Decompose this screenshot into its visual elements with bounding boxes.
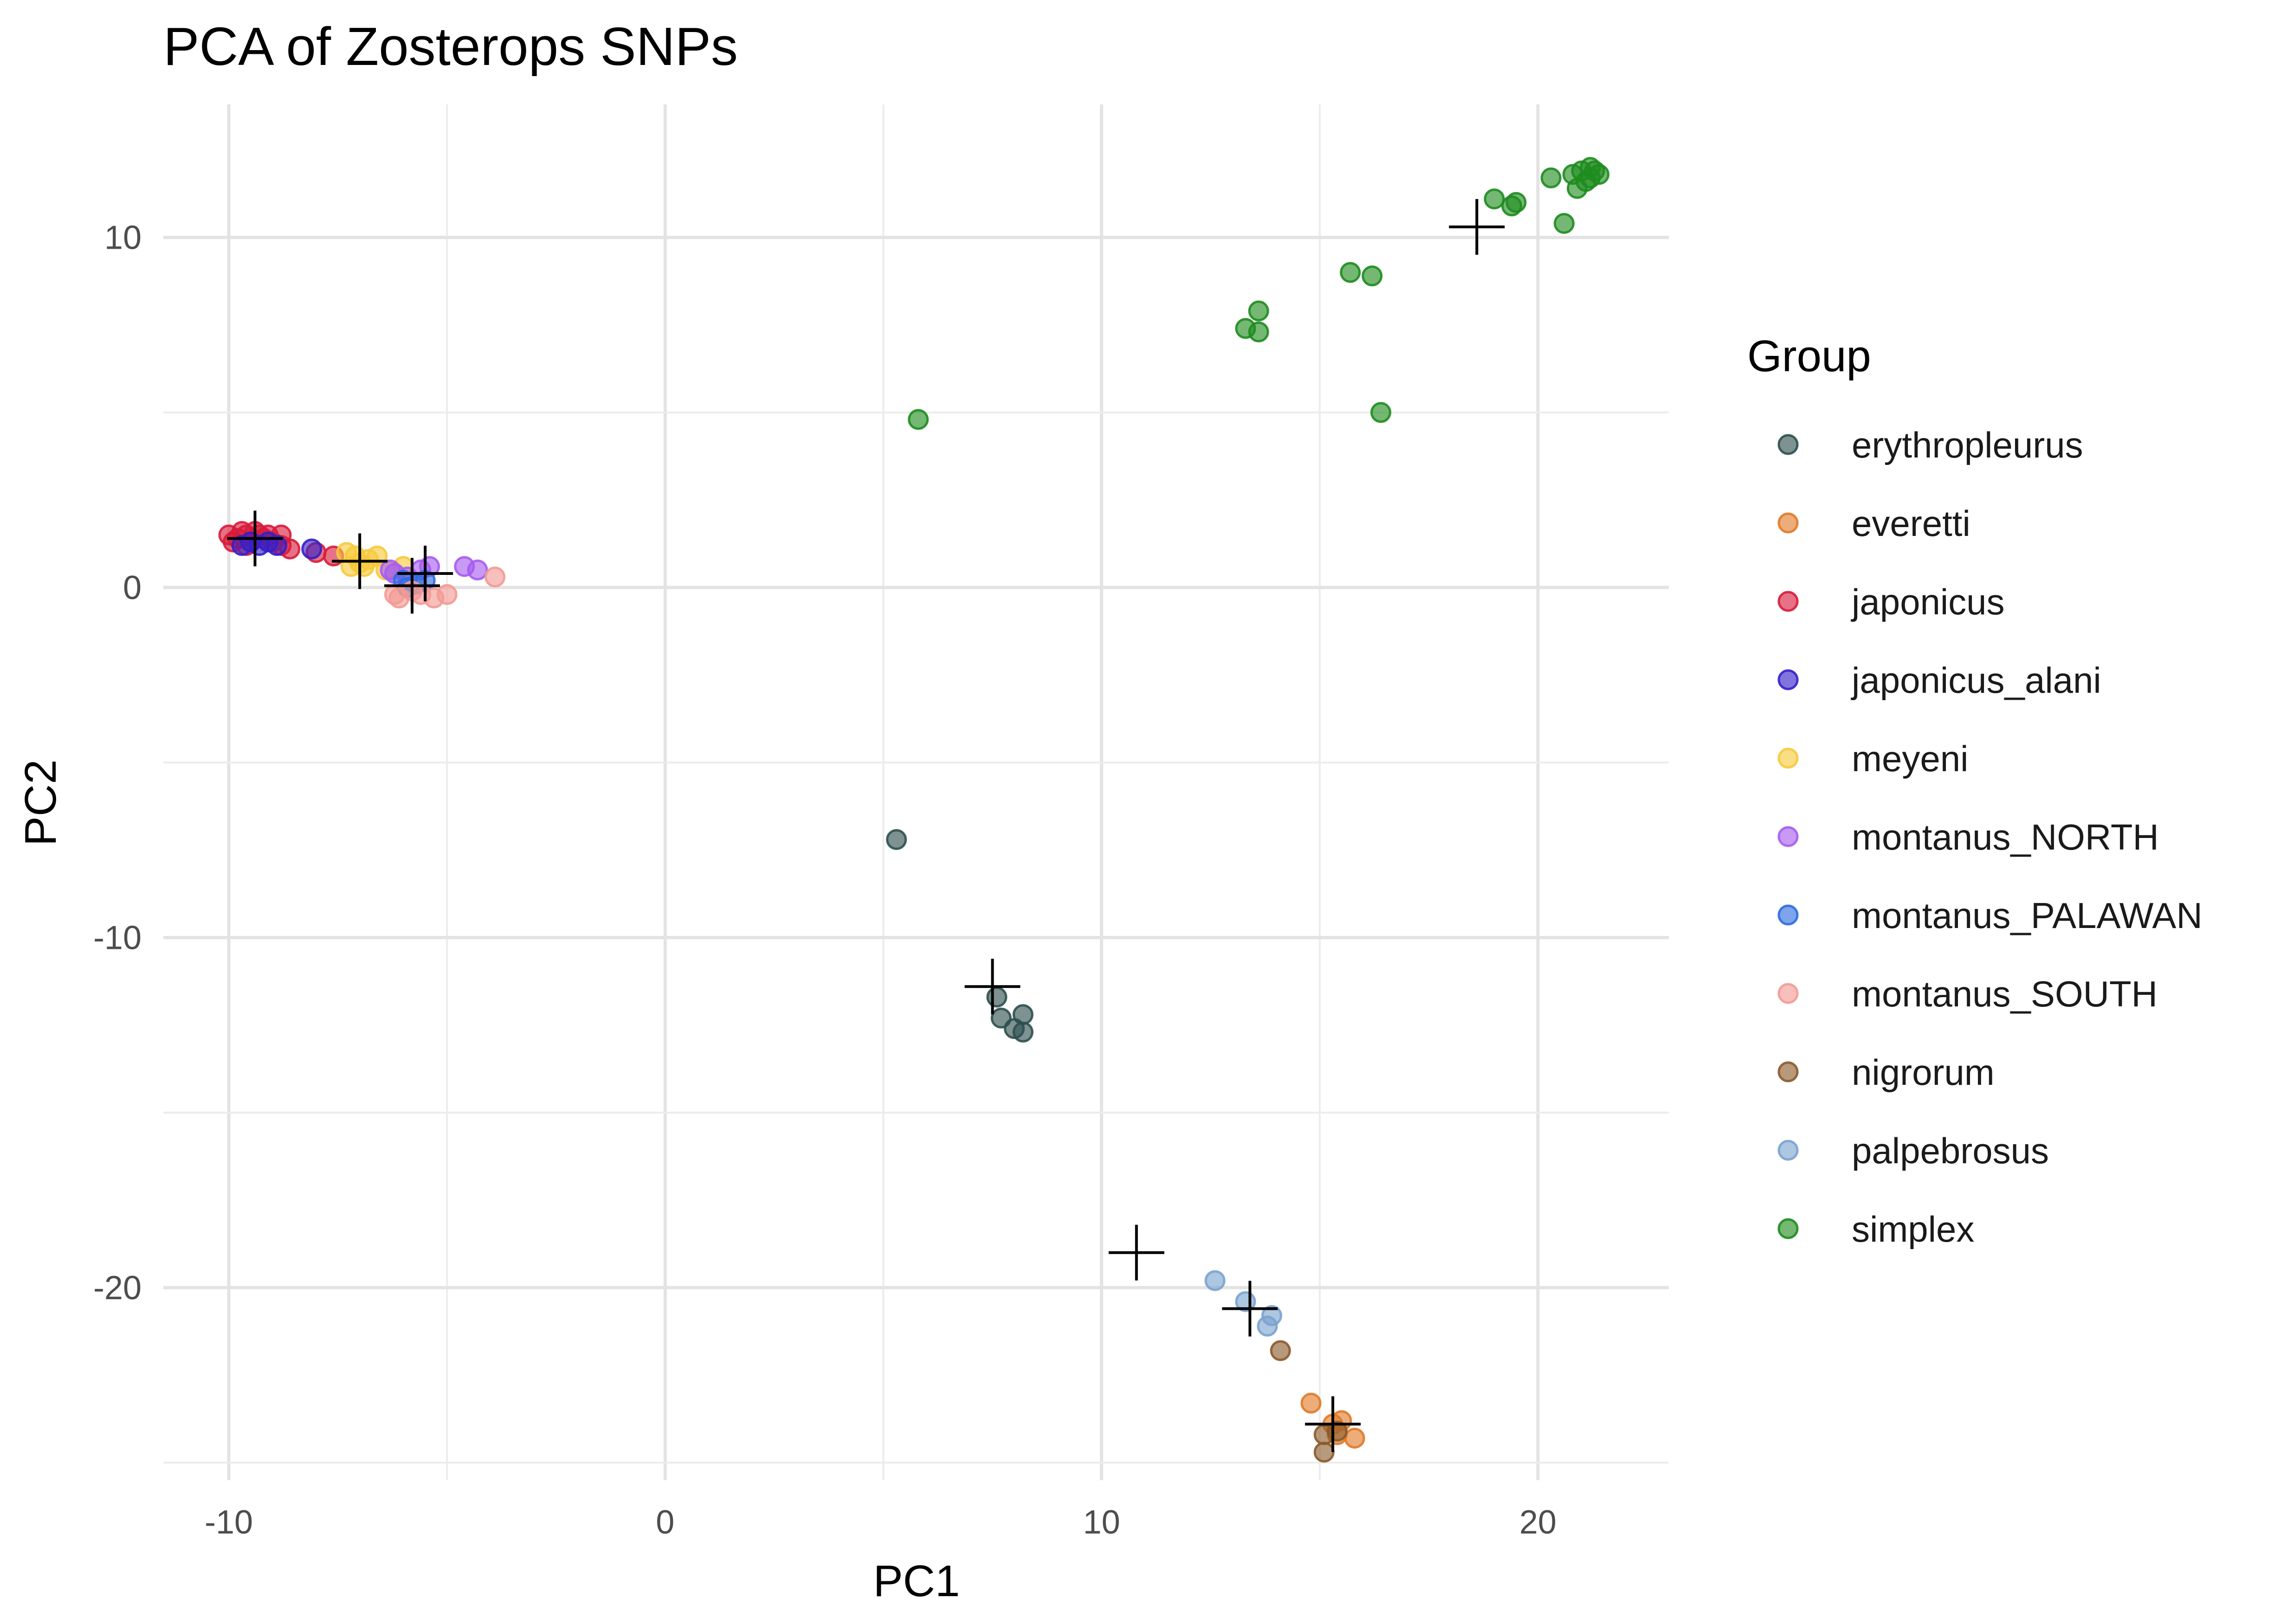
legend-item-montanus_NORTH: montanus_NORTH bbox=[1777, 817, 2159, 857]
series-simplex bbox=[908, 157, 1610, 430]
y-tick-label: -10 bbox=[93, 920, 142, 957]
y-axis-ticks: 10 0 -10 -20 bbox=[93, 219, 142, 1307]
y-axis-title: PC2 bbox=[16, 760, 65, 846]
legend-label: montanus_NORTH bbox=[1852, 817, 2159, 857]
chart-title: PCA of Zosterops SNPs bbox=[163, 16, 738, 77]
x-tick-label: 10 bbox=[1083, 1504, 1120, 1541]
x-axis-title: PC1 bbox=[873, 1556, 960, 1606]
series-japonicus_alani bbox=[231, 531, 323, 560]
data-point bbox=[1553, 213, 1575, 234]
data-point bbox=[1012, 1021, 1034, 1043]
legend: Group erythropleurus everetti japonicus jap… bbox=[1747, 331, 2203, 1250]
x-tick-label: 0 bbox=[656, 1504, 674, 1541]
data-point bbox=[1270, 1340, 1291, 1361]
legend-label: meyeni bbox=[1852, 738, 1968, 779]
centroid-marker bbox=[397, 545, 453, 601]
centroid-marker bbox=[332, 533, 388, 589]
data-point bbox=[436, 584, 458, 605]
legend-label: montanus_SOUTH bbox=[1852, 973, 2158, 1014]
data-point bbox=[301, 538, 323, 560]
y-tick-label: 0 bbox=[123, 569, 142, 606]
data-points bbox=[218, 157, 1610, 1463]
legend-item-palpebrosus: palpebrosus bbox=[1777, 1130, 2049, 1171]
grid-lines bbox=[163, 104, 1669, 1480]
data-point bbox=[1300, 1392, 1322, 1414]
legend-swatch bbox=[1777, 669, 1799, 690]
legend-swatch bbox=[1777, 1061, 1799, 1083]
legend-swatch bbox=[1777, 1218, 1799, 1239]
centroid-marker bbox=[1108, 1224, 1164, 1281]
legend-item-simplex: simplex bbox=[1777, 1209, 1974, 1250]
legend-item-montanus_SOUTH: montanus_SOUTH bbox=[1777, 973, 2158, 1014]
legend-label: palpebrosus bbox=[1852, 1130, 2049, 1171]
legend-item-everetti: everetti bbox=[1777, 503, 1970, 544]
data-point bbox=[1344, 1427, 1365, 1449]
centroid-marker bbox=[1305, 1396, 1361, 1452]
y-tick-label: -20 bbox=[93, 1270, 142, 1307]
x-axis-ticks: -10 0 10 20 bbox=[205, 1504, 1557, 1541]
data-point bbox=[1313, 1442, 1335, 1463]
legend-swatch bbox=[1777, 748, 1799, 769]
data-point bbox=[1540, 167, 1562, 188]
data-point bbox=[1484, 188, 1505, 210]
data-point bbox=[1370, 402, 1391, 423]
data-point bbox=[266, 535, 287, 556]
legend-label: nigrorum bbox=[1852, 1052, 1995, 1093]
legend-item-japonicus_alani: japonicus_alani bbox=[1777, 660, 2101, 701]
data-point bbox=[1248, 300, 1269, 322]
legend-label: simplex bbox=[1852, 1209, 1974, 1250]
legend-swatch bbox=[1777, 904, 1799, 926]
legend-swatch bbox=[1777, 512, 1799, 534]
data-point bbox=[908, 409, 929, 430]
y-tick-label: 10 bbox=[104, 219, 142, 257]
data-point bbox=[1248, 321, 1269, 342]
legend-label: japonicus_alani bbox=[1851, 660, 2101, 701]
centroid-marker bbox=[227, 510, 283, 567]
legend-label: erythropleurus bbox=[1852, 425, 2083, 465]
data-point bbox=[1340, 262, 1361, 283]
centroid-marker bbox=[1449, 199, 1505, 255]
series-nigrorum bbox=[1270, 1340, 1348, 1463]
legend-swatch bbox=[1777, 1140, 1799, 1161]
legend-label: montanus_PALAWAN bbox=[1852, 895, 2203, 936]
series-palpebrosus bbox=[1204, 1270, 1282, 1337]
legend-item-nigrorum: nigrorum bbox=[1777, 1052, 1995, 1093]
x-tick-label: -10 bbox=[205, 1504, 253, 1541]
data-point bbox=[1204, 1270, 1226, 1291]
legend-swatch bbox=[1777, 591, 1799, 612]
legend-item-montanus_PALAWAN: montanus_PALAWAN bbox=[1777, 895, 2203, 936]
data-point bbox=[986, 986, 1008, 1008]
data-point bbox=[1505, 192, 1527, 213]
data-point bbox=[485, 567, 506, 588]
legend-item-japonicus: japonicus bbox=[1777, 581, 2005, 622]
data-point bbox=[1261, 1305, 1282, 1326]
centroid-marker bbox=[1222, 1281, 1278, 1337]
legend-label: everetti bbox=[1852, 503, 1970, 544]
legend-item-meyeni: meyeni bbox=[1777, 738, 1968, 779]
legend-swatch bbox=[1777, 434, 1799, 455]
centroid-marker bbox=[384, 558, 440, 614]
data-point bbox=[886, 829, 907, 850]
x-tick-label: 20 bbox=[1519, 1504, 1557, 1541]
legend-title: Group bbox=[1747, 331, 1871, 381]
data-point bbox=[1589, 164, 1610, 185]
data-point bbox=[467, 559, 488, 580]
legend-label: japonicus bbox=[1851, 581, 2005, 622]
data-point bbox=[1362, 265, 1383, 287]
data-point bbox=[1012, 1004, 1034, 1025]
legend-swatch bbox=[1777, 983, 1799, 1004]
legend-item-erythropleurus: erythropleurus bbox=[1777, 425, 2083, 465]
centroid-markers bbox=[227, 199, 1505, 1452]
centroid-marker bbox=[964, 959, 1021, 1015]
series-erythropleurus bbox=[886, 829, 1034, 1043]
legend-swatch bbox=[1777, 826, 1799, 847]
